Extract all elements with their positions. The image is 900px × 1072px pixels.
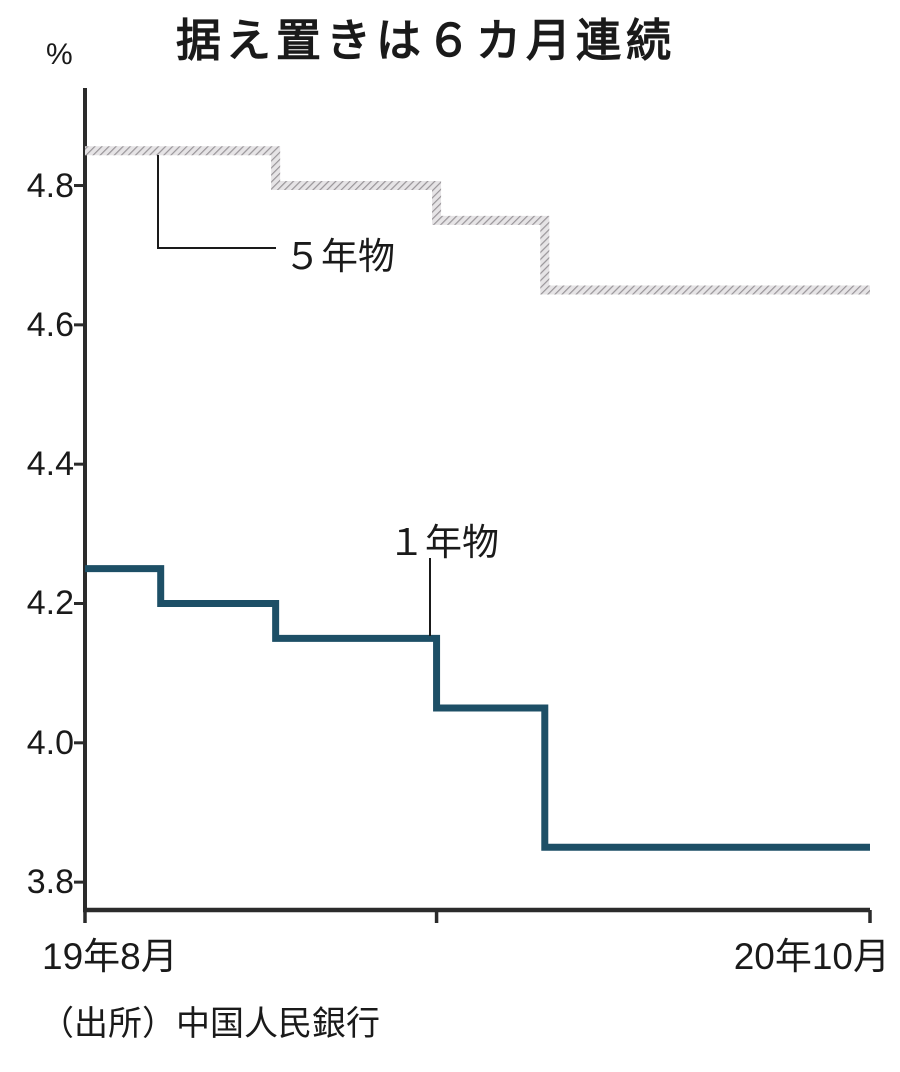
y-tick-label: 3.8: [26, 863, 74, 902]
y-tick-label: 4.0: [26, 723, 74, 762]
source-note: （出所）中国人民銀行: [40, 1005, 380, 1043]
x-axis-label-end: 20年10月: [733, 936, 890, 977]
series-line-1-year: [85, 565, 870, 851]
y-axis-unit-label: %: [46, 38, 73, 71]
series-line-5-year: [85, 146, 870, 295]
y-tick-label: 4.4: [26, 445, 74, 484]
series-label-5-year: ５年物: [284, 236, 395, 277]
label-connector-5-year: [157, 155, 276, 249]
y-tick-label: 4.8: [26, 166, 74, 205]
y-tick-label: 4.2: [26, 584, 74, 623]
y-tick-label: 4.6: [26, 305, 74, 344]
series-label-1-year: １年物: [388, 522, 499, 563]
chart-title: 据え置きは６カ月連続: [176, 15, 677, 66]
x-axis-label-start: 19年8月: [42, 936, 178, 977]
